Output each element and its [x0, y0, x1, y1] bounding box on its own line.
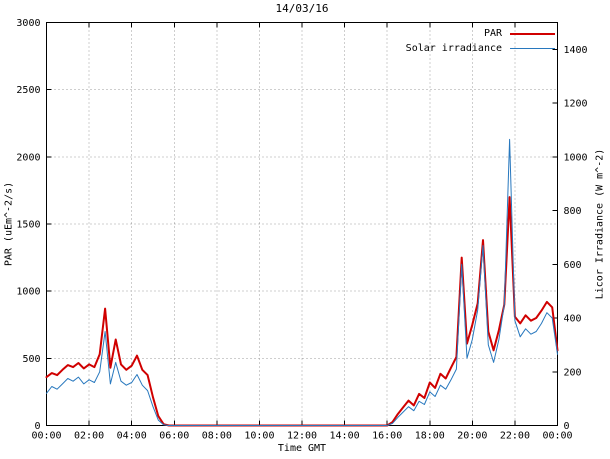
legend-item-par: PAR — [406, 26, 555, 41]
legend-label-solar-irradiance: Solar irradiance — [405, 43, 502, 54]
y-right-axis-label: Licor Irradiance (W m^-2) — [594, 148, 606, 300]
y-right-tick-label: 600 — [564, 260, 582, 271]
x-tick-label: 12:00 — [287, 431, 317, 442]
x-tick-label: 02:00 — [74, 431, 104, 442]
legend-line-sample-par — [510, 32, 555, 35]
y-left-tick-label: 2500 — [16, 85, 40, 96]
x-tick-label: 14:00 — [330, 431, 360, 442]
x-tick-label: 06:00 — [159, 431, 189, 442]
y-left-axis-label: PAR (uEm^-2/s) — [3, 181, 15, 267]
x-tick-label: 10:00 — [244, 431, 274, 442]
y-right-tick-label: 0 — [564, 421, 570, 432]
x-tick-label: 22:00 — [500, 431, 530, 442]
y-right-tick-label: 1400 — [564, 45, 588, 56]
x-tick-label: 20:00 — [457, 431, 487, 442]
y-right-tick-label: 200 — [564, 367, 582, 378]
y-left-tick-label: 0 — [34, 421, 40, 432]
y-left-tick-label: 500 — [22, 354, 40, 365]
x-tick-label: 16:00 — [372, 431, 402, 442]
legend-item-solar-irradiance: Solar irradiance — [406, 41, 555, 56]
legend-label-par: PAR — [483, 28, 502, 39]
legend: PAR Solar irradiance — [406, 26, 555, 56]
x-tick-label: 00:00 — [31, 431, 61, 442]
chart-title: 14/03/16 — [275, 2, 329, 15]
series-line-solar-irradiance — [46, 138, 558, 426]
x-tick-label: 04:00 — [117, 431, 147, 442]
legend-line-sample-solar-irradiance — [510, 48, 555, 49]
y-right-tick-label: 400 — [564, 314, 582, 325]
y-right-tick-label: 1200 — [564, 99, 588, 110]
y-right-tick-label: 800 — [564, 206, 582, 217]
x-axis-label: Time GMT — [277, 443, 327, 454]
y-left-tick-label: 1500 — [16, 220, 40, 231]
y-left-tick-label: 1000 — [16, 287, 40, 298]
y-left-tick-label: 2000 — [16, 152, 40, 163]
y-left-tick-label: 3000 — [16, 18, 40, 29]
x-tick-label: 18:00 — [415, 431, 445, 442]
y-right-tick-label: 1000 — [564, 152, 588, 163]
x-tick-label: 08:00 — [202, 431, 232, 442]
x-tick-label: 00:00 — [542, 431, 572, 442]
